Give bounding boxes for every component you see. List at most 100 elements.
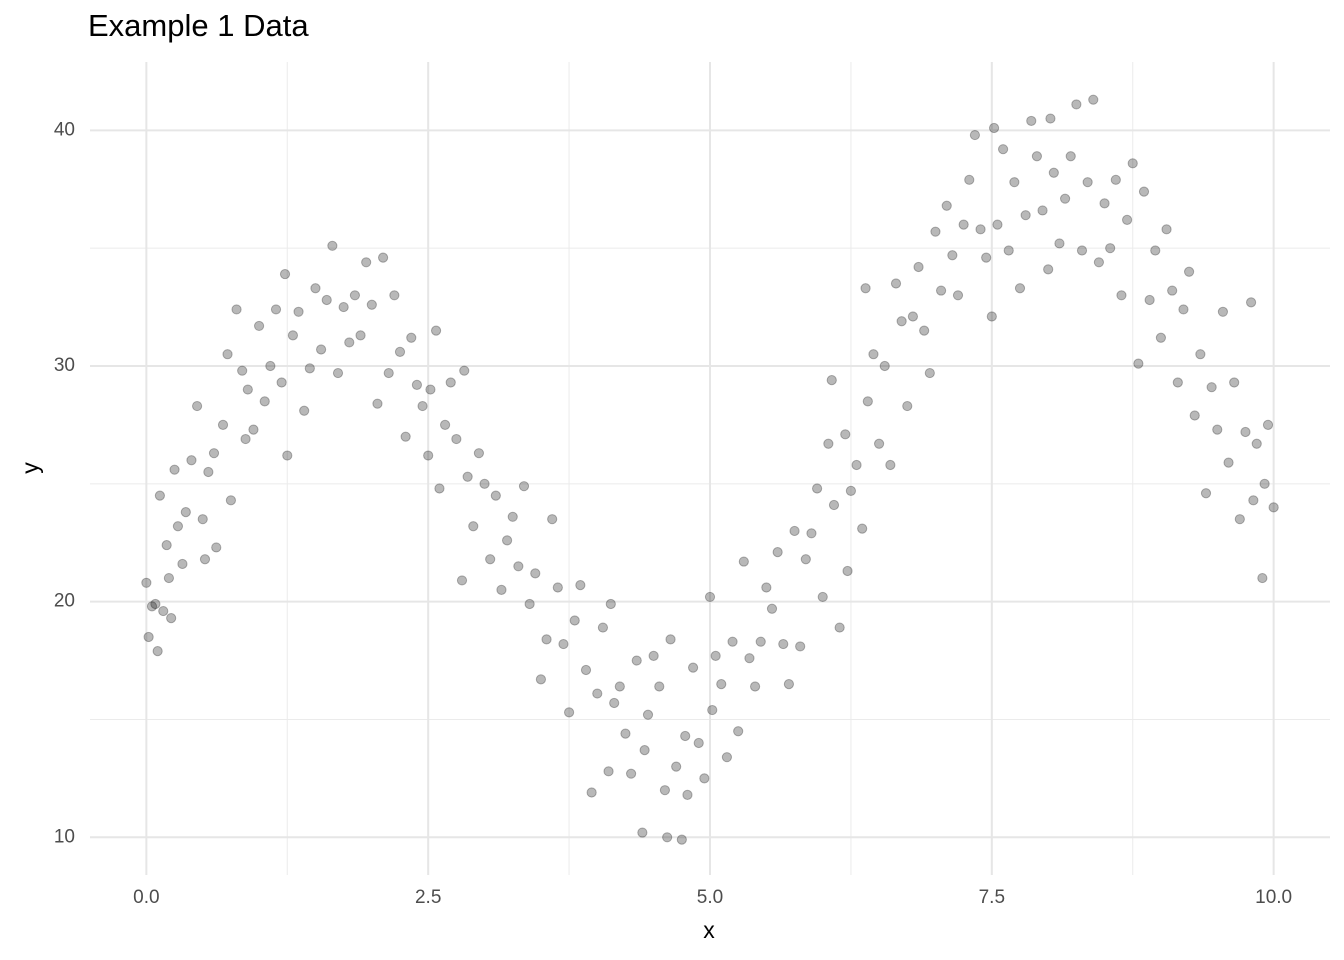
point xyxy=(981,252,992,263)
point xyxy=(1045,113,1056,124)
point xyxy=(237,365,248,376)
point xyxy=(217,419,229,431)
point xyxy=(1206,382,1217,393)
point xyxy=(687,662,699,673)
point xyxy=(279,268,291,280)
point xyxy=(885,459,896,471)
point xyxy=(817,591,828,603)
point xyxy=(1200,488,1212,499)
point xyxy=(1138,186,1150,197)
point xyxy=(293,306,304,317)
point xyxy=(530,568,541,579)
point xyxy=(186,455,197,466)
point xyxy=(997,144,1009,155)
point xyxy=(439,419,451,431)
point xyxy=(180,506,191,518)
point xyxy=(143,631,154,643)
point xyxy=(513,561,524,572)
point xyxy=(637,827,648,838)
point xyxy=(1257,572,1268,584)
point xyxy=(1133,358,1144,369)
point xyxy=(524,598,535,610)
point xyxy=(166,613,177,624)
point xyxy=(710,650,721,661)
point xyxy=(383,367,394,379)
point xyxy=(800,554,811,565)
point xyxy=(969,129,981,141)
point xyxy=(1054,238,1065,249)
point xyxy=(1116,290,1127,301)
point xyxy=(1105,243,1116,254)
point xyxy=(896,316,907,327)
point xyxy=(265,360,276,372)
point xyxy=(625,768,637,779)
point xyxy=(964,174,975,185)
point xyxy=(680,730,691,742)
point xyxy=(479,478,490,489)
point xyxy=(586,787,597,798)
point xyxy=(248,424,259,435)
point xyxy=(716,679,727,690)
point xyxy=(456,575,468,586)
point xyxy=(541,634,552,645)
point xyxy=(826,375,837,386)
point xyxy=(276,377,287,388)
point xyxy=(958,219,969,230)
point xyxy=(1065,151,1076,162)
point xyxy=(507,511,518,522)
point xyxy=(609,697,620,709)
point xyxy=(1071,99,1082,110)
point xyxy=(1223,457,1234,468)
point xyxy=(676,834,687,845)
point xyxy=(321,294,332,306)
point xyxy=(177,558,188,570)
point xyxy=(671,761,682,772)
point xyxy=(1020,210,1031,221)
point xyxy=(654,681,665,692)
point xyxy=(1172,377,1183,388)
point xyxy=(665,634,676,645)
y-axis-label: y xyxy=(17,462,43,474)
point xyxy=(225,495,237,506)
point xyxy=(366,299,377,310)
point xyxy=(828,499,840,511)
point xyxy=(1240,426,1251,438)
point xyxy=(789,525,800,537)
point xyxy=(315,344,327,355)
point xyxy=(1229,377,1240,388)
point xyxy=(823,438,834,449)
point xyxy=(840,429,851,440)
point xyxy=(1127,158,1138,169)
point xyxy=(605,598,616,610)
point xyxy=(766,603,778,614)
point xyxy=(490,490,501,501)
point xyxy=(434,483,445,494)
point xyxy=(208,448,220,459)
point xyxy=(191,400,203,412)
point xyxy=(150,598,161,610)
point xyxy=(941,200,952,211)
point xyxy=(592,688,603,699)
point xyxy=(406,332,417,343)
point xyxy=(811,483,823,494)
point xyxy=(161,539,172,551)
point xyxy=(338,301,349,313)
point xyxy=(349,290,361,301)
point xyxy=(203,466,214,478)
point xyxy=(197,514,208,525)
point xyxy=(259,396,270,407)
point xyxy=(1048,167,1059,178)
point xyxy=(1212,424,1223,435)
point xyxy=(451,433,462,445)
point xyxy=(172,521,184,532)
point xyxy=(473,448,485,459)
point xyxy=(682,789,693,800)
point xyxy=(919,325,930,336)
point xyxy=(270,304,282,315)
point xyxy=(344,337,355,348)
point xyxy=(930,226,941,237)
point xyxy=(749,681,761,692)
point xyxy=(952,290,964,301)
point xyxy=(169,464,180,475)
